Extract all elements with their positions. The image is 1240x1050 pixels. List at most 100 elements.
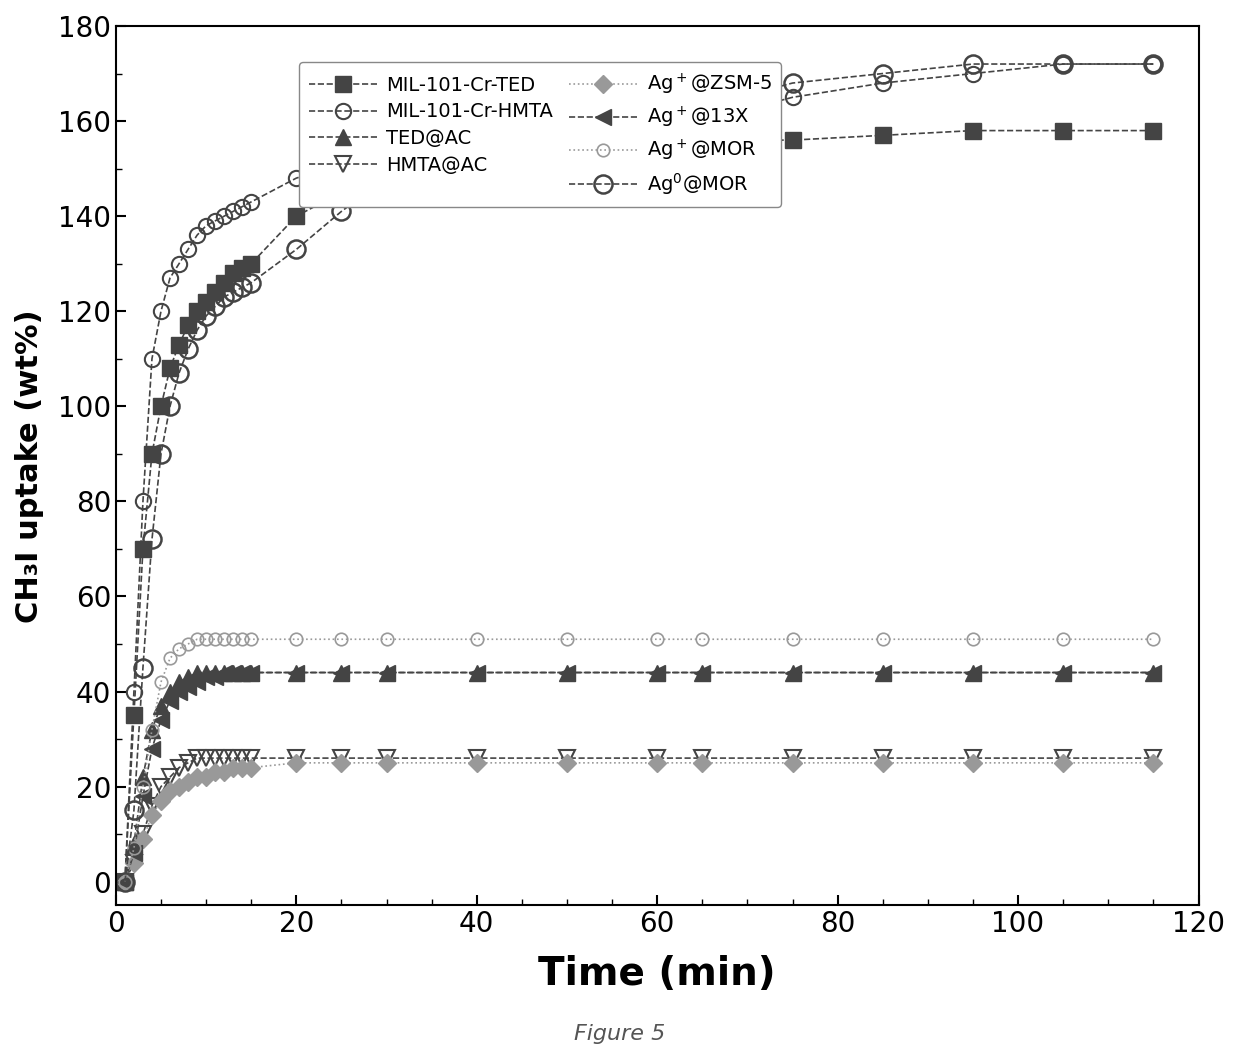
Ag$^+$@13X <box>217 667 232 679</box>
TED@AC <box>785 667 800 679</box>
MIL-101-Cr-HMTA <box>118 876 133 888</box>
Ag$^0$@MOR <box>234 281 249 294</box>
MIL-101-Cr-TED <box>966 124 981 136</box>
Ag$^+$@ZSM-5 <box>207 766 222 779</box>
MIL-101-Cr-HMTA <box>171 257 186 270</box>
Ag$^+$@MOR <box>217 633 232 646</box>
Ag$^+$@ZSM-5 <box>135 833 150 845</box>
HMTA@AC <box>171 761 186 774</box>
MIL-101-Cr-TED <box>154 400 169 413</box>
MIL-101-Cr-TED <box>207 286 222 298</box>
TED@AC <box>289 667 304 679</box>
HMTA@AC <box>966 752 981 764</box>
Ag$^+$@ZSM-5 <box>181 776 196 789</box>
HMTA@AC <box>118 876 133 888</box>
TED@AC <box>334 667 348 679</box>
HMTA@AC <box>694 752 709 764</box>
X-axis label: Time (min): Time (min) <box>538 956 776 993</box>
MIL-101-Cr-HMTA <box>379 143 394 155</box>
Ag$^+$@13X <box>469 667 484 679</box>
Ag$^+$@MOR <box>145 723 160 736</box>
Ag$^0$@MOR <box>207 300 222 313</box>
Ag$^+$@13X <box>207 671 222 684</box>
Ag$^+$@13X <box>289 667 304 679</box>
MIL-101-Cr-HMTA <box>785 91 800 104</box>
Ag$^+$@MOR <box>135 780 150 793</box>
Ag$^+$@MOR <box>875 633 890 646</box>
TED@AC <box>162 686 177 698</box>
MIL-101-Cr-HMTA <box>226 205 241 217</box>
MIL-101-Cr-TED <box>118 876 133 888</box>
HMTA@AC <box>334 752 348 764</box>
Ag$^+$@MOR <box>171 643 186 655</box>
Ag$^+$@13X <box>118 876 133 888</box>
HMTA@AC <box>217 752 232 764</box>
Ag$^0$@MOR <box>118 876 133 888</box>
Ag$^+$@MOR <box>289 633 304 646</box>
MIL-101-Cr-TED <box>379 172 394 185</box>
MIL-101-Cr-TED <box>217 276 232 289</box>
MIL-101-Cr-TED <box>181 319 196 332</box>
MIL-101-Cr-TED <box>469 153 484 166</box>
MIL-101-Cr-HMTA <box>135 496 150 508</box>
Line: Ag$^+$@13X: Ag$^+$@13X <box>118 665 1161 889</box>
TED@AC <box>207 667 222 679</box>
MIL-101-Cr-HMTA <box>234 201 249 213</box>
TED@AC <box>650 667 665 679</box>
MIL-101-Cr-TED <box>126 709 141 721</box>
Line: HMTA@AC: HMTA@AC <box>118 751 1161 889</box>
MIL-101-Cr-HMTA <box>966 67 981 80</box>
TED@AC <box>559 667 574 679</box>
MIL-101-Cr-TED <box>234 262 249 275</box>
TED@AC <box>154 699 169 712</box>
Ag$^0$@MOR <box>162 400 177 413</box>
TED@AC <box>244 667 259 679</box>
Ag$^+$@ZSM-5 <box>190 771 205 783</box>
MIL-101-Cr-HMTA <box>145 353 160 365</box>
Ag$^+$@13X <box>190 676 205 689</box>
TED@AC <box>198 667 213 679</box>
MIL-101-Cr-TED <box>1146 124 1161 136</box>
TED@AC <box>126 837 141 849</box>
HMTA@AC <box>1146 752 1161 764</box>
HMTA@AC <box>469 752 484 764</box>
Ag$^+$@13X <box>181 680 196 693</box>
MIL-101-Cr-TED <box>875 129 890 142</box>
HMTA@AC <box>559 752 574 764</box>
MIL-101-Cr-HMTA <box>126 686 141 698</box>
Ag$^+$@MOR <box>198 633 213 646</box>
Ag$^0$@MOR <box>785 77 800 89</box>
Ag$^+$@MOR <box>379 633 394 646</box>
Ag$^+$@MOR <box>966 633 981 646</box>
Ag$^+$@13X <box>379 667 394 679</box>
MIL-101-Cr-TED <box>198 295 213 308</box>
Legend: MIL-101-Cr-TED, MIL-101-Cr-HMTA, TED@AC, HMTA@AC, Ag$^+$@ZSM-5, Ag$^+$@13X, Ag$^: MIL-101-Cr-TED, MIL-101-Cr-HMTA, TED@AC,… <box>299 62 781 207</box>
TED@AC <box>226 667 241 679</box>
Ag$^+$@MOR <box>1146 633 1161 646</box>
Ag$^0$@MOR <box>650 114 665 127</box>
MIL-101-Cr-HMTA <box>181 244 196 256</box>
Ag$^+$@13X <box>126 847 141 860</box>
MIL-101-Cr-HMTA <box>162 272 177 285</box>
MIL-101-Cr-TED <box>244 257 259 270</box>
Ag$^+$@ZSM-5 <box>234 761 249 774</box>
Ag$^+$@13X <box>234 667 249 679</box>
Ag$^+$@13X <box>226 667 241 679</box>
Line: Ag$^0$@MOR: Ag$^0$@MOR <box>115 55 1162 890</box>
Ag$^+$@ZSM-5 <box>154 795 169 807</box>
Ag$^+$@ZSM-5 <box>966 757 981 770</box>
Ag$^+$@13X <box>171 686 186 698</box>
Ag$^+$@13X <box>559 667 574 679</box>
Ag$^+$@13X <box>785 667 800 679</box>
TED@AC <box>145 723 160 736</box>
TED@AC <box>1146 667 1161 679</box>
TED@AC <box>181 671 196 684</box>
Ag$^0$@MOR <box>226 286 241 298</box>
Ag$^0$@MOR <box>1146 58 1161 70</box>
HMTA@AC <box>875 752 890 764</box>
Ag$^0$@MOR <box>181 343 196 356</box>
HMTA@AC <box>244 752 259 764</box>
Ag$^+$@13X <box>334 667 348 679</box>
Ag$^+$@ZSM-5 <box>1055 757 1070 770</box>
HMTA@AC <box>785 752 800 764</box>
